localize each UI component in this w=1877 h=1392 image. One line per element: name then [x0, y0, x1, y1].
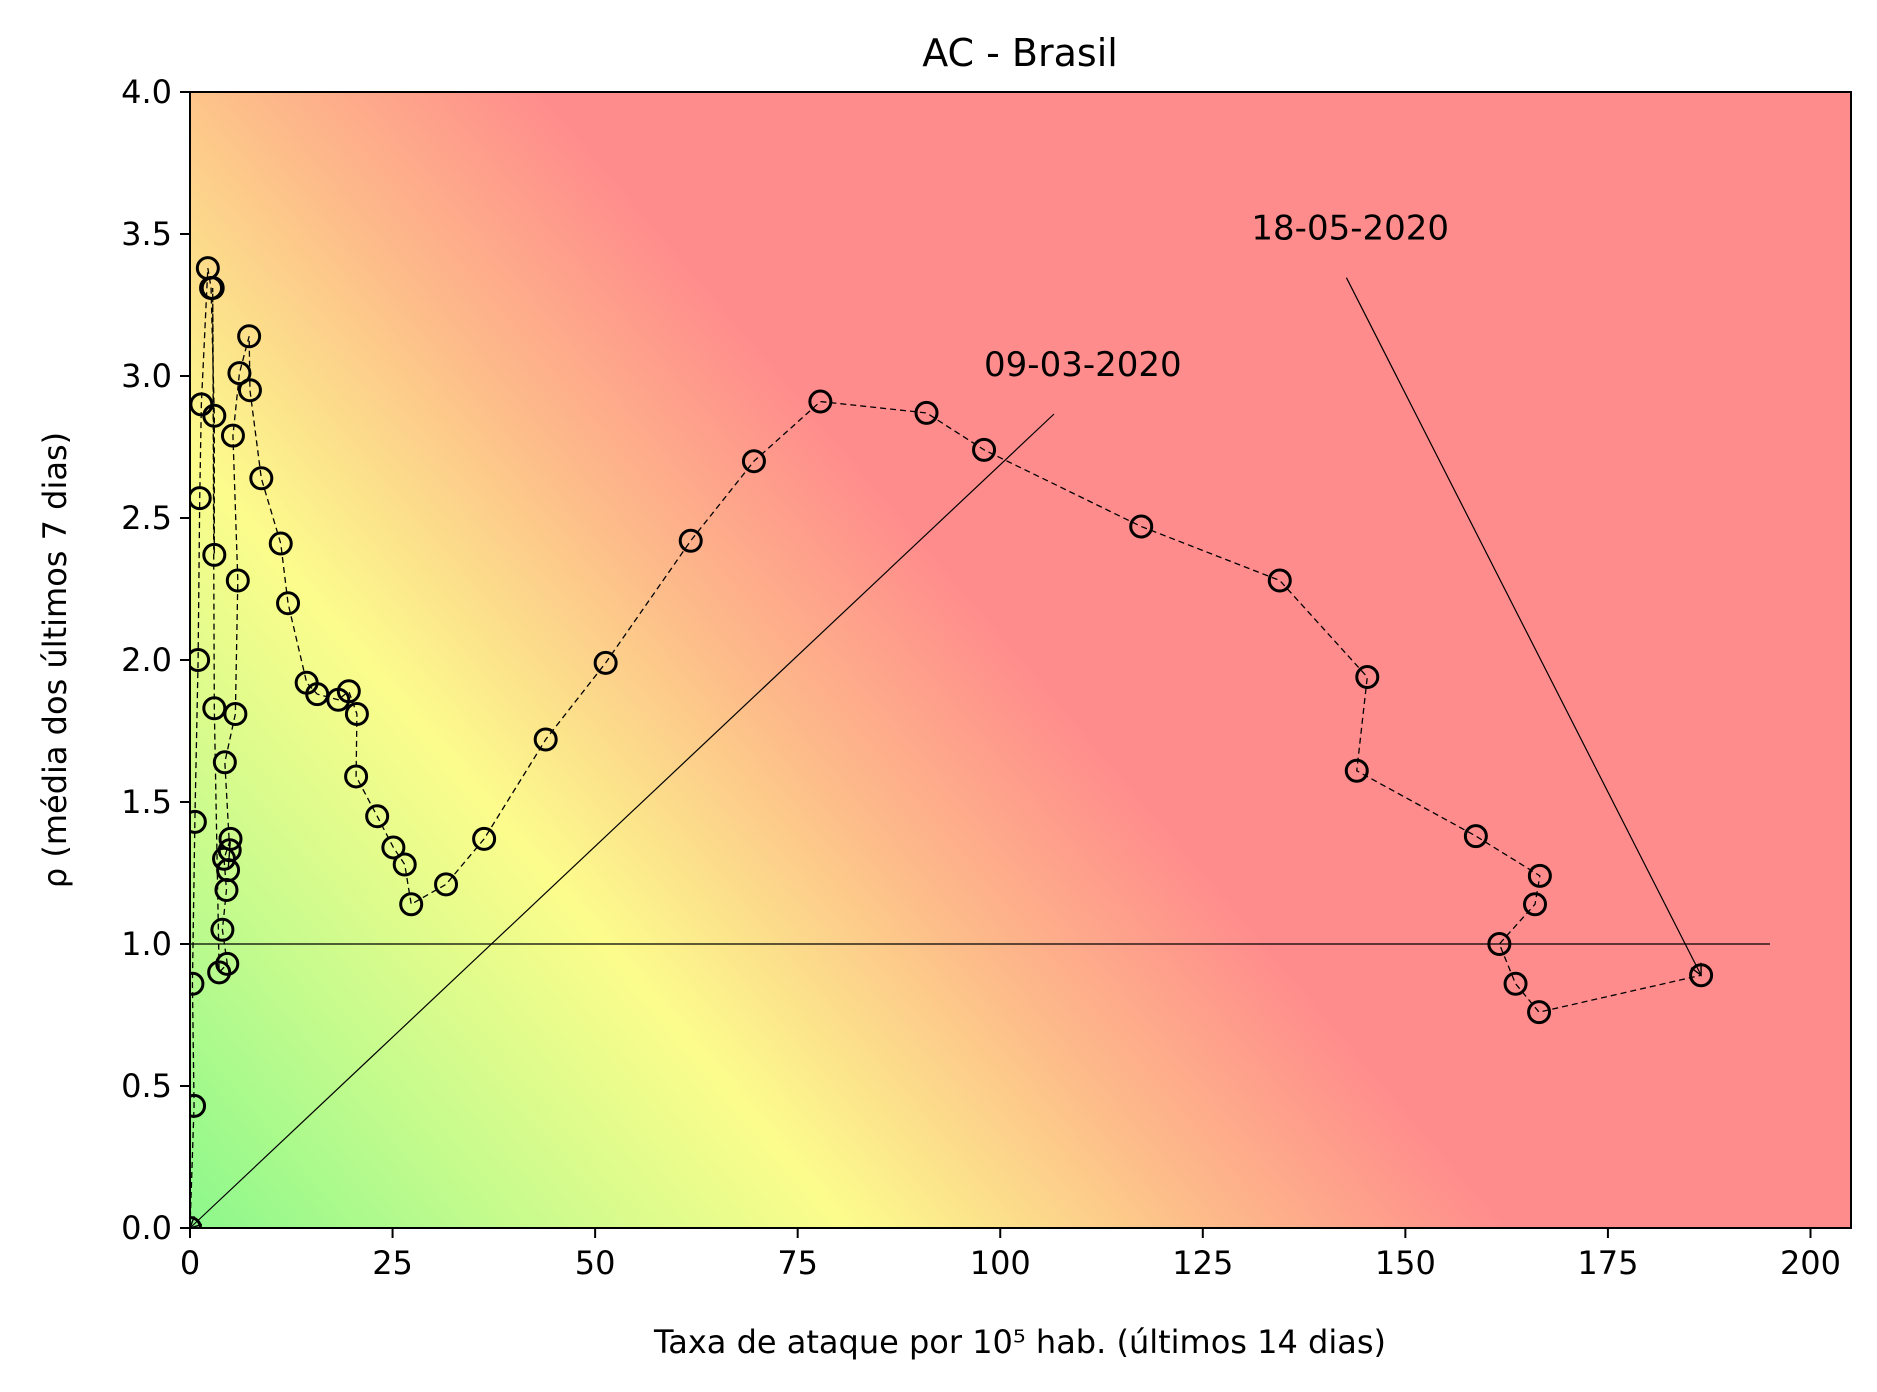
data-point [365, 804, 390, 829]
data-point [434, 872, 459, 897]
annotation-arrow [1345, 277, 1701, 976]
data-point [212, 750, 237, 775]
data-point [202, 403, 227, 428]
data-point [344, 764, 369, 789]
y-tick-label: 3.0 [121, 357, 172, 395]
data-point [381, 835, 406, 860]
data-point [533, 727, 558, 752]
y-tick-label: 0.0 [121, 1209, 172, 1247]
data-point [1344, 758, 1369, 783]
x-tick-label: 0 [180, 1244, 200, 1282]
y-axis-title: ρ (média dos últimos 7 dias) [36, 432, 74, 888]
data-point [268, 531, 293, 556]
series-layer [190, 256, 1714, 1228]
x-tick-label: 150 [1375, 1244, 1436, 1282]
data-point [223, 701, 248, 726]
data-point [344, 701, 369, 726]
data-point [472, 826, 497, 851]
x-tick-label: 100 [970, 1244, 1031, 1282]
data-point [215, 951, 240, 976]
x-tick-label: 25 [372, 1244, 413, 1282]
data-point [190, 1093, 207, 1118]
series-line [190, 267, 1702, 1228]
data-point [741, 449, 766, 474]
data-point [249, 466, 274, 491]
y-tick-label: 2.0 [121, 641, 172, 679]
data-point [200, 275, 225, 300]
data-point [1527, 1000, 1552, 1025]
data-point [276, 591, 301, 616]
annotation-label: 09-03-2020 [984, 345, 1182, 385]
data-point [1527, 863, 1552, 888]
data-point [225, 568, 250, 593]
y-axis: 0.0 0.5 1.0 1.5 2.0 2.5 3.0 3.5 4.0 [121, 73, 190, 1247]
y-tick-label: 0.5 [121, 1067, 172, 1105]
data-point [220, 423, 245, 448]
data-point [237, 324, 262, 349]
data-point [678, 528, 703, 553]
data-point [237, 378, 262, 403]
y-tick-label: 1.0 [121, 925, 172, 963]
data-point [207, 960, 232, 985]
data-point [190, 809, 207, 834]
data-point [972, 437, 997, 462]
data-point [217, 838, 242, 863]
data-point [392, 852, 417, 877]
y-tick-label: 1.5 [121, 783, 172, 821]
data-point [593, 650, 618, 675]
annotation-arrow [190, 413, 1055, 1228]
y-tick-label: 4.0 [121, 73, 172, 111]
data-point [914, 400, 939, 425]
data-point [336, 679, 361, 704]
data-point [399, 892, 424, 917]
data-point [1487, 932, 1512, 956]
data-point [1355, 665, 1380, 690]
x-tick-label: 50 [575, 1244, 616, 1282]
data-point [1463, 824, 1488, 849]
data-point [1503, 971, 1528, 996]
x-tick-label: 200 [1780, 1244, 1841, 1282]
data-point [190, 971, 205, 996]
plot-background [190, 92, 1851, 1228]
data-point [1523, 892, 1548, 917]
data-point [1129, 514, 1154, 539]
x-tick-label: 125 [1172, 1244, 1233, 1282]
annotation-layer: 09-03-2020 18-05-2020 [190, 209, 1701, 1228]
y-tick-label: 2.5 [121, 499, 172, 537]
data-point [210, 917, 235, 942]
data-point [1267, 568, 1292, 593]
annotation-label: 18-05-2020 [1251, 209, 1449, 249]
data-point [218, 826, 243, 851]
x-tick-label: 175 [1577, 1244, 1638, 1282]
x-axis: 0 25 50 75 100 125 150 175 200 [180, 1228, 1841, 1282]
y-tick-label: 3.5 [121, 215, 172, 253]
data-point [808, 389, 833, 414]
x-tick-label: 75 [777, 1244, 818, 1282]
data-point [202, 542, 227, 567]
x-axis-title: Taxa de ataque por 10⁵ hab. (últimos 14 … [653, 1323, 1386, 1361]
data-point [227, 361, 252, 386]
data-point [190, 648, 211, 672]
chart-title: AC - Brasil [922, 31, 1118, 75]
data-point [190, 486, 212, 511]
